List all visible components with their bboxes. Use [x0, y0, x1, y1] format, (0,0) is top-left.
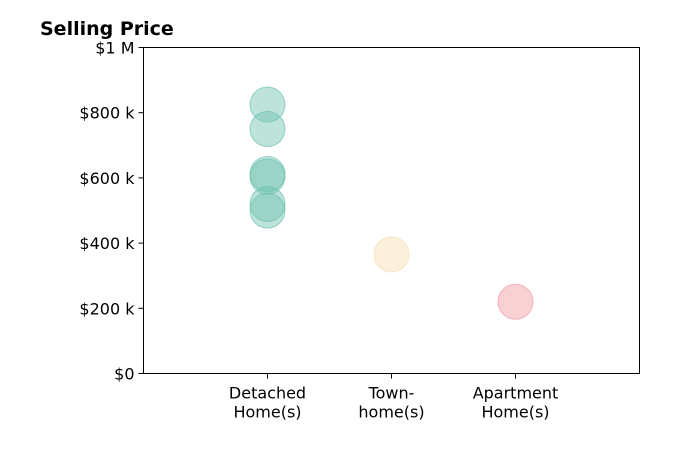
y-tick-label: $400 k	[79, 234, 135, 253]
y-tick-label: $800 k	[79, 104, 135, 123]
data-points	[249, 86, 534, 320]
y-axis: $0 $200 k $400 k $600 k $800 k $1 M	[79, 39, 144, 384]
plot-frame	[143, 47, 640, 374]
y-tick-label: $0	[114, 365, 134, 384]
x-tick-label: Town-home(s)	[358, 384, 424, 422]
x-axis: Detached Home(s) Town-home(s) Apartment Home…	[229, 373, 559, 422]
data-point	[497, 283, 534, 320]
data-point	[249, 192, 286, 229]
y-tick-label: $1 M	[95, 39, 134, 58]
data-point	[249, 111, 286, 147]
x-tick-label: Detached Home(s)	[229, 384, 306, 422]
chart-title: Selling Price	[40, 18, 174, 40]
y-tick-label: $200 k	[79, 299, 135, 318]
y-tick-label: $600 k	[79, 169, 135, 188]
data-point	[373, 236, 410, 273]
data-point	[249, 158, 286, 195]
x-tick-label: Apartment Home(s)	[473, 384, 559, 422]
